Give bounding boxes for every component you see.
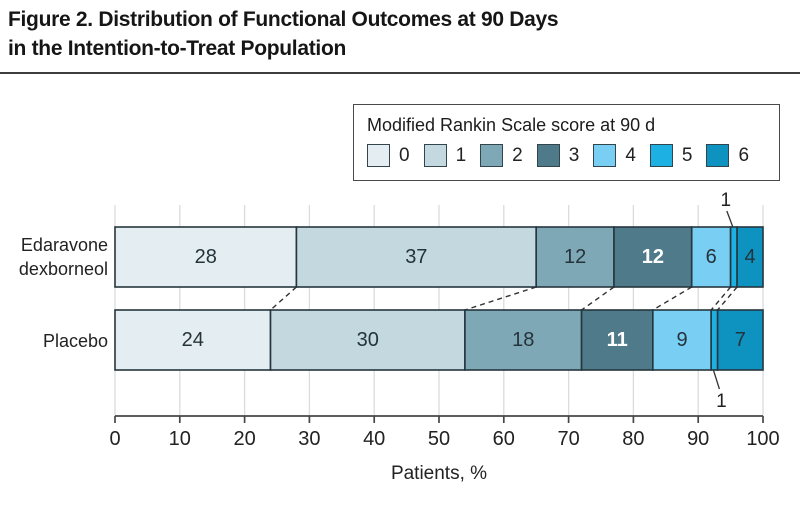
bar-segment-mrs6 — [716, 309, 764, 371]
x-tick-label: 50 — [428, 428, 450, 450]
bar-value-label: 37 — [405, 246, 427, 268]
bar-segment-mrs1 — [295, 226, 537, 288]
legend-swatch-2 — [480, 144, 504, 167]
figure-title-line1: Figure 2. Distribution of Functional Out… — [8, 8, 559, 31]
bar-value-label: 6 — [706, 246, 717, 268]
bar-segment-mrs3 — [613, 226, 693, 288]
connector-line — [652, 286, 693, 311]
legend-box: Modified Rankin Scale score at 90 d 0 1 … — [353, 104, 780, 181]
x-tick-label: 0 — [109, 428, 120, 450]
bar-segment-mrs5 — [729, 226, 738, 288]
x-tick-label: 90 — [687, 428, 709, 450]
legend-items: 0 1 2 3 4 5 6 — [367, 144, 779, 167]
legend-item-5: 5 — [649, 144, 693, 167]
x-tick-label: 20 — [233, 428, 255, 450]
bar-value-label: 18 — [512, 329, 534, 351]
bar-value-label: 11 — [607, 329, 628, 351]
bar-segment-mrs0 — [114, 309, 272, 371]
legend-swatch-3 — [536, 144, 560, 167]
legend-label-1: 1 — [455, 144, 467, 166]
title-divider — [0, 72, 800, 74]
legend-swatch-1 — [423, 144, 447, 167]
legend-item-1: 1 — [423, 144, 467, 167]
bar-segment-mrs3 — [580, 309, 654, 371]
legend-item-3: 3 — [536, 144, 580, 167]
connector-line — [581, 286, 615, 311]
callout-label: 1 — [716, 391, 727, 412]
bar-value-label: 30 — [357, 329, 379, 351]
bar-segment-mrs5 — [710, 309, 719, 371]
legend-item-6: 6 — [706, 144, 749, 167]
category-label: Edaravone — [21, 235, 108, 255]
bar-segment-mrs4 — [652, 309, 712, 371]
bar-value-label: 12 — [564, 246, 586, 268]
x-tick-label: 60 — [493, 428, 515, 450]
legend-swatch-6 — [706, 144, 730, 167]
callout-line — [726, 210, 734, 228]
category-label: dexborneol — [19, 259, 108, 279]
bar-value-label: 9 — [676, 329, 687, 351]
callout-line — [712, 369, 721, 390]
x-tick-label: 40 — [363, 428, 385, 450]
x-axis-title: Patients, % — [391, 463, 487, 484]
legend-item-4: 4 — [593, 144, 636, 167]
bar-segment-mrs1 — [269, 309, 466, 371]
legend-item-2: 2 — [480, 144, 523, 167]
legend-swatch-4 — [593, 144, 617, 167]
x-tick-label: 30 — [298, 428, 320, 450]
callout-label: 1 — [721, 190, 732, 211]
legend-label-5: 5 — [681, 144, 693, 166]
x-tick-label: 10 — [169, 428, 191, 450]
legend-label-0: 0 — [399, 144, 410, 166]
connector-line — [464, 286, 537, 311]
legend-label-6: 6 — [738, 144, 750, 166]
legend-swatch-5 — [649, 144, 673, 167]
legend-title: Modified Rankin Scale score at 90 d — [367, 115, 656, 135]
bar-value-label: 28 — [195, 246, 217, 268]
bar-segment-mrs2 — [464, 309, 583, 371]
legend-label-4: 4 — [625, 144, 636, 166]
x-tick-label: 70 — [557, 428, 579, 450]
bar-value-label: 12 — [642, 246, 664, 268]
x-tick-label: 80 — [622, 428, 644, 450]
legend-item-0: 0 — [367, 144, 410, 167]
legend-swatch-0 — [367, 144, 390, 167]
legend-label-3: 3 — [568, 144, 580, 166]
connector-line — [710, 286, 732, 311]
category-label: Placebo — [43, 331, 108, 351]
legend-label-2: 2 — [512, 144, 523, 166]
figure-title: Figure 2. Distribution of Functional Out… — [8, 5, 559, 63]
bar-value-label: 24 — [182, 329, 204, 351]
x-tick-label: 100 — [746, 428, 779, 450]
bar-segment-mrs6 — [736, 226, 764, 288]
connector-line — [270, 286, 297, 311]
bar-value-label: 4 — [744, 246, 755, 268]
figure-title-line2: in the Intention-to-Treat Population — [8, 37, 346, 60]
bar-value-label: 7 — [735, 329, 746, 351]
